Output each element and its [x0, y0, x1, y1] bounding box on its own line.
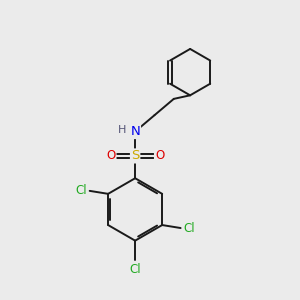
Text: O: O: [106, 149, 116, 162]
Text: Cl: Cl: [129, 263, 141, 276]
Text: S: S: [131, 149, 139, 162]
Text: H: H: [118, 125, 126, 135]
Text: Cl: Cl: [75, 184, 87, 197]
Text: N: N: [130, 125, 140, 138]
Text: O: O: [155, 149, 164, 162]
Text: Cl: Cl: [184, 221, 195, 235]
